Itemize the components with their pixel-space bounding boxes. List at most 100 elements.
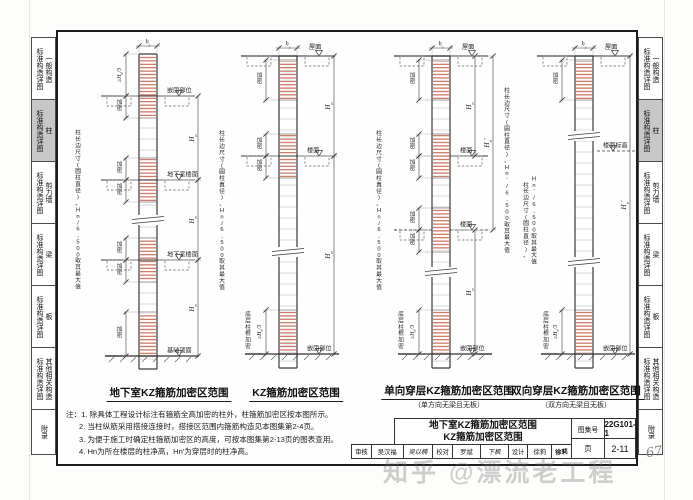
svg-text:): ) [378,195,380,201]
sidebar-tab-sub-label: 其他相关构造 [652,357,659,400]
svg-text:直: 直 [376,180,382,188]
svg-text:0: 0 [377,253,380,259]
svg-text:柱: 柱 [523,181,529,189]
svg-text:/: / [533,196,535,202]
svg-text:其: 其 [75,263,81,271]
svg-text:长: 长 [219,136,225,144]
svg-text:根: 根 [398,329,404,337]
diagram-twoway-throughfloor: 屋面楼面标高嵌固部位hcHn′加密≥Hn/3柱长边尺寸(圆柱直径)、Hn′/6,… [523,41,635,369]
svg-text:(: ( [506,120,508,126]
svg-text:Hn: Hn [324,251,334,260]
signer-signature: 下枫 [481,445,509,458]
svg-text:H: H [505,165,509,171]
svg-text:最: 最 [75,271,81,278]
svg-text:取: 取 [531,233,537,240]
sidebar-tab-sub-label: 剪力墙 [652,182,659,203]
svg-text:密: 密 [117,188,123,196]
svg-text:柱: 柱 [376,129,382,137]
svg-text:6: 6 [377,227,380,233]
signer-name: 罗斌 [453,445,481,458]
svg-text:5: 5 [220,240,223,246]
sidebar-tab-3: 标准构造详图梁 [638,223,663,286]
svg-text:楼面: 楼面 [460,221,472,229]
svg-text:(: ( [525,215,527,221]
svg-text:底: 底 [398,310,404,318]
svg-text:柱: 柱 [219,174,225,182]
svg-text:Hn: Hn [188,304,198,313]
page-edge-right [664,0,665,500]
svg-text:Hn: Hn [465,288,475,297]
sidebar-tab-main-label: 标准构造详图 [643,47,650,90]
svg-text:密: 密 [398,342,404,350]
svg-text:/: / [77,220,79,226]
svg-text:寸: 寸 [523,206,529,214]
svg-text:边: 边 [219,142,225,150]
svg-text:柱: 柱 [75,129,81,137]
svg-text:圆: 圆 [504,125,510,132]
svg-text:柱: 柱 [504,131,510,139]
sidebar-tab-3: 标准构造详图梁 [31,223,56,286]
svg-text:加: 加 [410,210,416,218]
svg-text:长: 长 [75,135,81,143]
svg-text:): ) [221,195,223,201]
svg-text:柱: 柱 [219,129,225,137]
svg-text:大: 大 [504,240,510,248]
atlas-number-label: 图集号 [571,418,605,439]
titleblock-title-line1: 地下室KZ箍筋加密区范围 [429,419,537,431]
svg-text:H: H [220,208,224,214]
sidebar-tab-sub-label: 一般构造 [652,54,659,83]
svg-text:6: 6 [76,227,79,233]
svg-text:H: H [532,176,536,182]
svg-text:H: H [377,208,381,214]
svg-text:最: 最 [504,234,510,241]
svg-text:长: 长 [523,187,529,195]
svg-text:值: 值 [75,282,81,290]
svg-text:加: 加 [553,71,559,79]
sidebar-tab-main-label: 标准构造详图 [643,357,650,400]
svg-text:Hn′: Hn′ [620,200,630,210]
svg-text:圆: 圆 [376,169,382,176]
page-edge-left [29,0,30,500]
svg-text:密: 密 [245,342,251,350]
svg-text:径: 径 [75,186,81,194]
svg-text:0: 0 [220,246,223,252]
svg-text:取: 取 [376,258,382,265]
svg-text:加: 加 [543,336,549,344]
sidebar-tab-main-label: 附录 [647,425,655,439]
sidebar-tab-main-label: 标准构造详图 [643,171,650,214]
sheet-frame: 嵌固部位 地下室楼面 地下室楼面 基础顶面 hc Hn Hn Hn ≥Hn/3 加密加密加密加密加… [56,30,644,466]
sidebar-tab-6: 附录 [638,409,663,455]
svg-text:密: 密 [257,164,263,172]
svg-text:直: 直 [504,137,510,145]
sheet-page-value: 2-11 [604,438,636,459]
svg-text:、: 、 [523,253,529,259]
svg-text:层: 层 [398,317,404,324]
svg-text:直: 直 [219,180,225,188]
svg-text:′: ′ [506,178,507,184]
svg-text:0: 0 [377,246,380,252]
caption-basement: 地下室KZ箍筋加密区范围 [106,385,232,402]
sidebar-tab-5: 标准构造详图 其他相关构造 [638,347,663,410]
svg-text:): ) [525,247,527,253]
sidebar-tab-main-label: 标准构造详图 [36,109,43,152]
note-line-4: 4. Hn为所在楼层的柱净高，Hn′为穿层时的柱净高。 [79,447,253,457]
svg-text:密: 密 [410,142,416,150]
svg-text:加: 加 [398,336,404,344]
svg-text:加: 加 [117,98,123,106]
svg-text:hc: hc [438,41,443,50]
svg-text:加: 加 [117,325,123,333]
svg-text:层: 层 [543,317,549,324]
sidebar-right: 标准构造详图 一般构造 标准构造详图柱标准构造详图 剪力墙 标准构造详图梁标准构造详图板… [638,37,663,455]
svg-text:/: / [506,184,508,190]
sidebar-tab-main-label: 标准构造详图 [643,109,650,152]
svg-text:柱: 柱 [376,174,382,182]
svg-text:圆: 圆 [75,168,81,175]
sidebar-tab-4: 标准构造详图板 [31,285,56,348]
svg-text:6: 6 [505,190,508,196]
svg-text:其: 其 [376,264,382,272]
svg-text:加: 加 [410,158,416,166]
signer-role: 审核 [352,445,372,458]
svg-text:边: 边 [523,194,529,202]
svg-text:圆: 圆 [523,220,529,227]
svg-text:n: n [505,171,508,177]
